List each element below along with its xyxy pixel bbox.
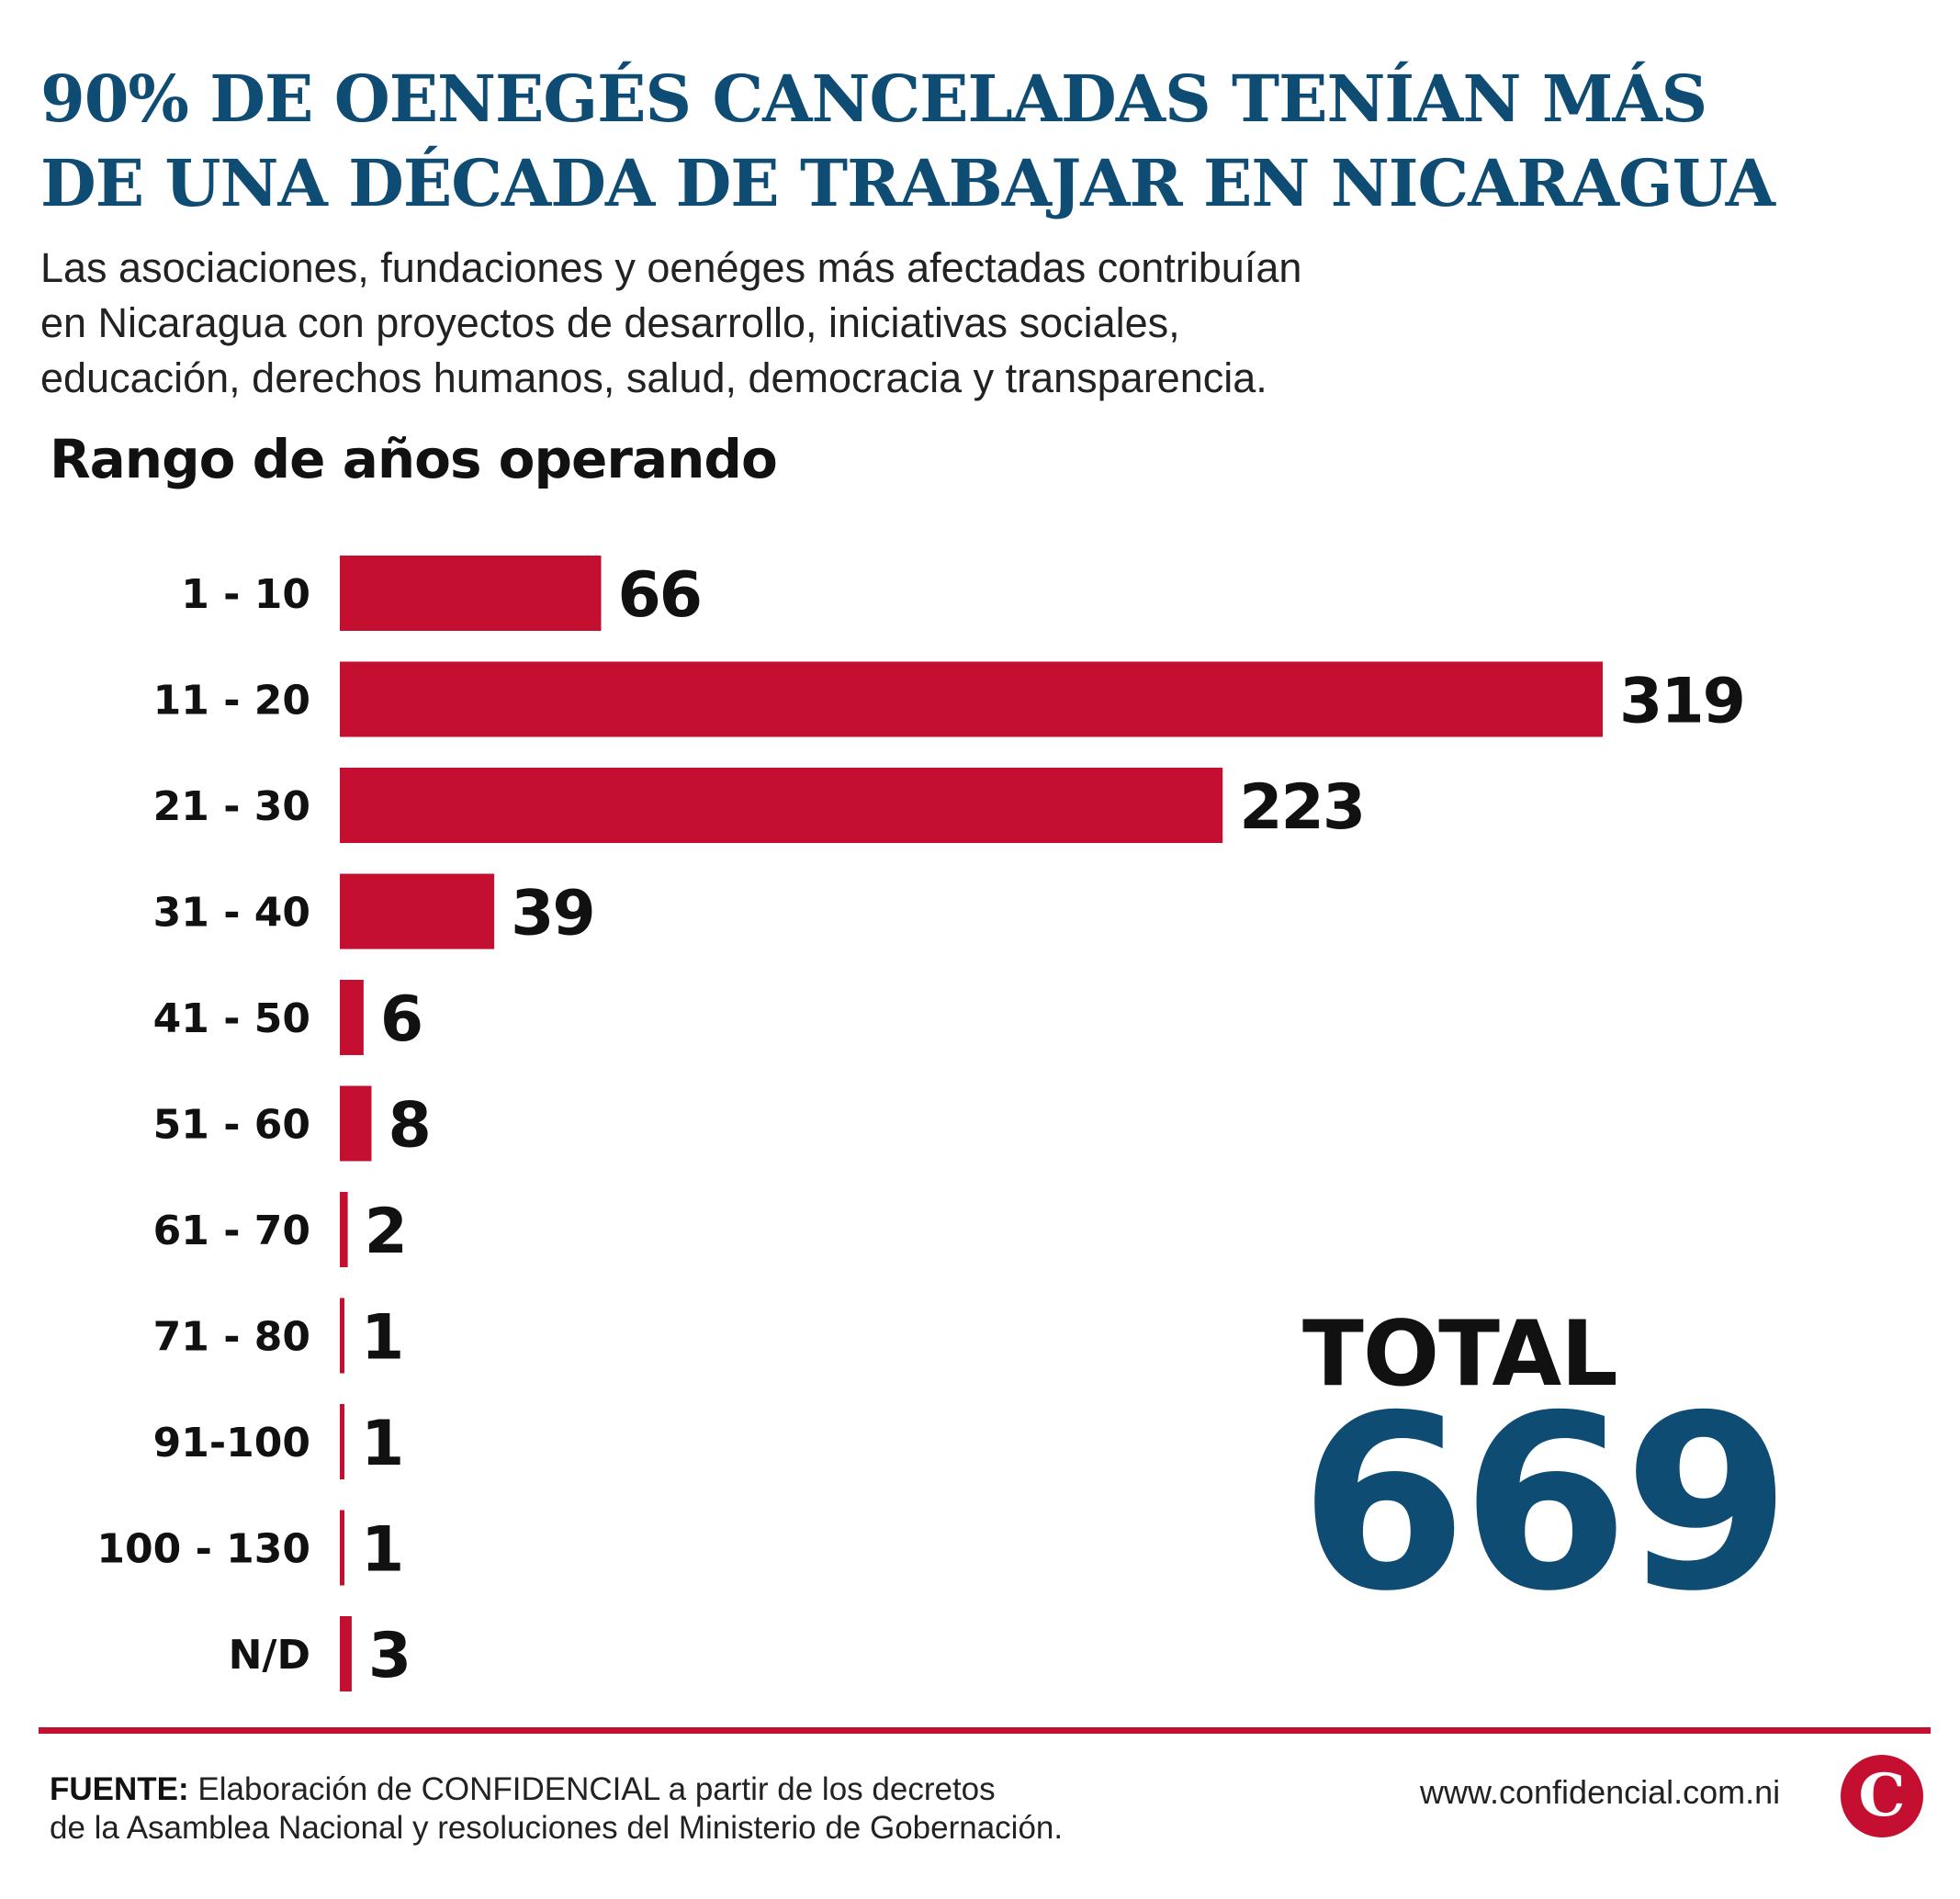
chart-title: Rango de años operando xyxy=(50,428,778,490)
divider-rule xyxy=(39,1727,1931,1734)
category-label: 91-100 xyxy=(153,1420,310,1466)
subtitle-line-1: Las asociaciones, fundaciones y oenéges … xyxy=(40,244,1302,291)
source-label: FUENTE: xyxy=(50,1771,189,1807)
source-note: FUENTE: Elaboración de CONFIDENCIAL a pa… xyxy=(50,1770,1063,1848)
bar xyxy=(340,1510,344,1586)
value-label: 2 xyxy=(365,1196,406,1268)
bar xyxy=(340,1616,352,1691)
value-label: 1 xyxy=(361,1302,402,1375)
source-line-2: de la Asamblea Nacional y resoluciones d… xyxy=(50,1810,1064,1846)
value-label: 223 xyxy=(1239,771,1364,844)
bar xyxy=(340,556,602,631)
total-label: TOTAL xyxy=(1302,1302,1618,1407)
bar xyxy=(340,1298,344,1374)
value-label: 319 xyxy=(1619,666,1744,738)
bar-chart: 1 - 10 66 11 - 20 319 21 - 30 223 31 - 40 39 41 … xyxy=(96,556,1746,1692)
bar xyxy=(340,1404,344,1479)
subtitle-line-2: en Nicaragua con proyectos de desarrollo… xyxy=(40,299,1180,346)
bar xyxy=(340,873,495,950)
value-label: 6 xyxy=(380,983,422,1056)
bar xyxy=(340,980,364,1055)
value-label: 39 xyxy=(511,878,594,950)
logo-letter: C xyxy=(1858,1761,1906,1830)
category-label: 71 - 80 xyxy=(153,1314,310,1361)
subtitle-line-3: educación, derechos humanos, salud, demo… xyxy=(40,354,1267,401)
category-label: 51 - 60 xyxy=(153,1102,310,1149)
value-label: 3 xyxy=(368,1620,410,1692)
subtitle: Las asociaciones, fundaciones y oenéges … xyxy=(40,241,1602,406)
category-label: 11 - 20 xyxy=(153,678,310,725)
category-label: 1 - 10 xyxy=(181,571,310,618)
bar xyxy=(340,1085,372,1162)
bar xyxy=(340,1192,348,1267)
value-label: 66 xyxy=(617,559,701,632)
value-label: 1 xyxy=(361,1514,402,1587)
headline-line-2: DE UNA DÉCADA DE TRABAJAR EN NICARAGUA xyxy=(40,145,1775,221)
bar xyxy=(340,661,1603,737)
headline: 90% DE OENEGÉS CANCELADAS TENÍAN MÁS DE … xyxy=(40,57,1785,226)
source-line-1: Elaboración de CONFIDENCIAL a partir de … xyxy=(197,1771,996,1807)
website-link[interactable]: www.confidencial.com.ni xyxy=(1420,1773,1781,1811)
category-label: N/D xyxy=(229,1632,310,1679)
category-label: 21 - 30 xyxy=(153,783,310,830)
category-label: 31 - 40 xyxy=(153,890,310,937)
value-label: 8 xyxy=(388,1090,429,1163)
bar xyxy=(340,768,1223,843)
total-value: 669 xyxy=(1300,1364,1791,1644)
category-label: 100 - 130 xyxy=(96,1526,310,1573)
category-label: 41 - 50 xyxy=(153,995,310,1042)
headline-line-1: 90% DE OENEGÉS CANCELADAS TENÍAN MÁS xyxy=(40,61,1707,137)
confidencial-logo-icon: C xyxy=(1841,1755,1923,1837)
category-label: 61 - 70 xyxy=(153,1208,310,1254)
value-label: 1 xyxy=(361,1408,402,1480)
